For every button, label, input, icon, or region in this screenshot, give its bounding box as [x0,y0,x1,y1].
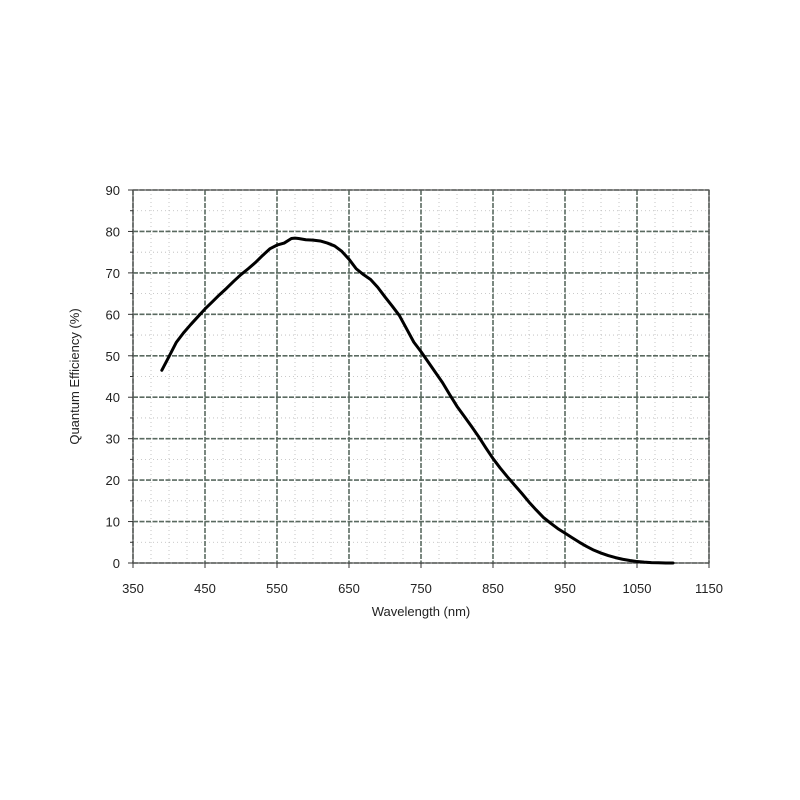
major-grid [132,189,710,564]
x-tick-label: 750 [410,581,432,596]
x-tick-label: 550 [266,581,288,596]
qe-series-line [160,236,675,565]
x-tick-label: 1050 [623,581,652,596]
x-tick-label: 650 [338,581,360,596]
y-tick-label: 60 [106,307,120,322]
y-axis-title: Quantum Efficiency (%) [67,308,82,444]
y-tick-label: 0 [113,556,120,571]
x-tick-label: 450 [194,581,216,596]
y-tick-label: 50 [106,349,120,364]
x-tick-labels: 350 450 550 650 750 850 950 1050 1150 [122,581,723,596]
y-tick-label: 90 [106,183,120,198]
series-layer [160,236,675,565]
y-tick-label: 80 [106,224,120,239]
x-tick-label: 850 [482,581,504,596]
x-tick-label: 350 [122,581,144,596]
tick-marks [128,189,710,568]
y-tick-label: 40 [106,390,120,405]
y-tick-label: 10 [106,515,120,530]
x-axis-title: Wavelength (nm) [372,604,471,619]
x-tick-label: 1150 [695,581,723,596]
y-tick-label: 20 [106,473,120,488]
x-tick-label: 950 [554,581,576,596]
y-tick-label: 70 [106,266,120,281]
y-tick-label: 30 [106,432,120,447]
y-tick-labels: 0 10 20 30 40 50 60 70 80 90 [106,183,120,571]
